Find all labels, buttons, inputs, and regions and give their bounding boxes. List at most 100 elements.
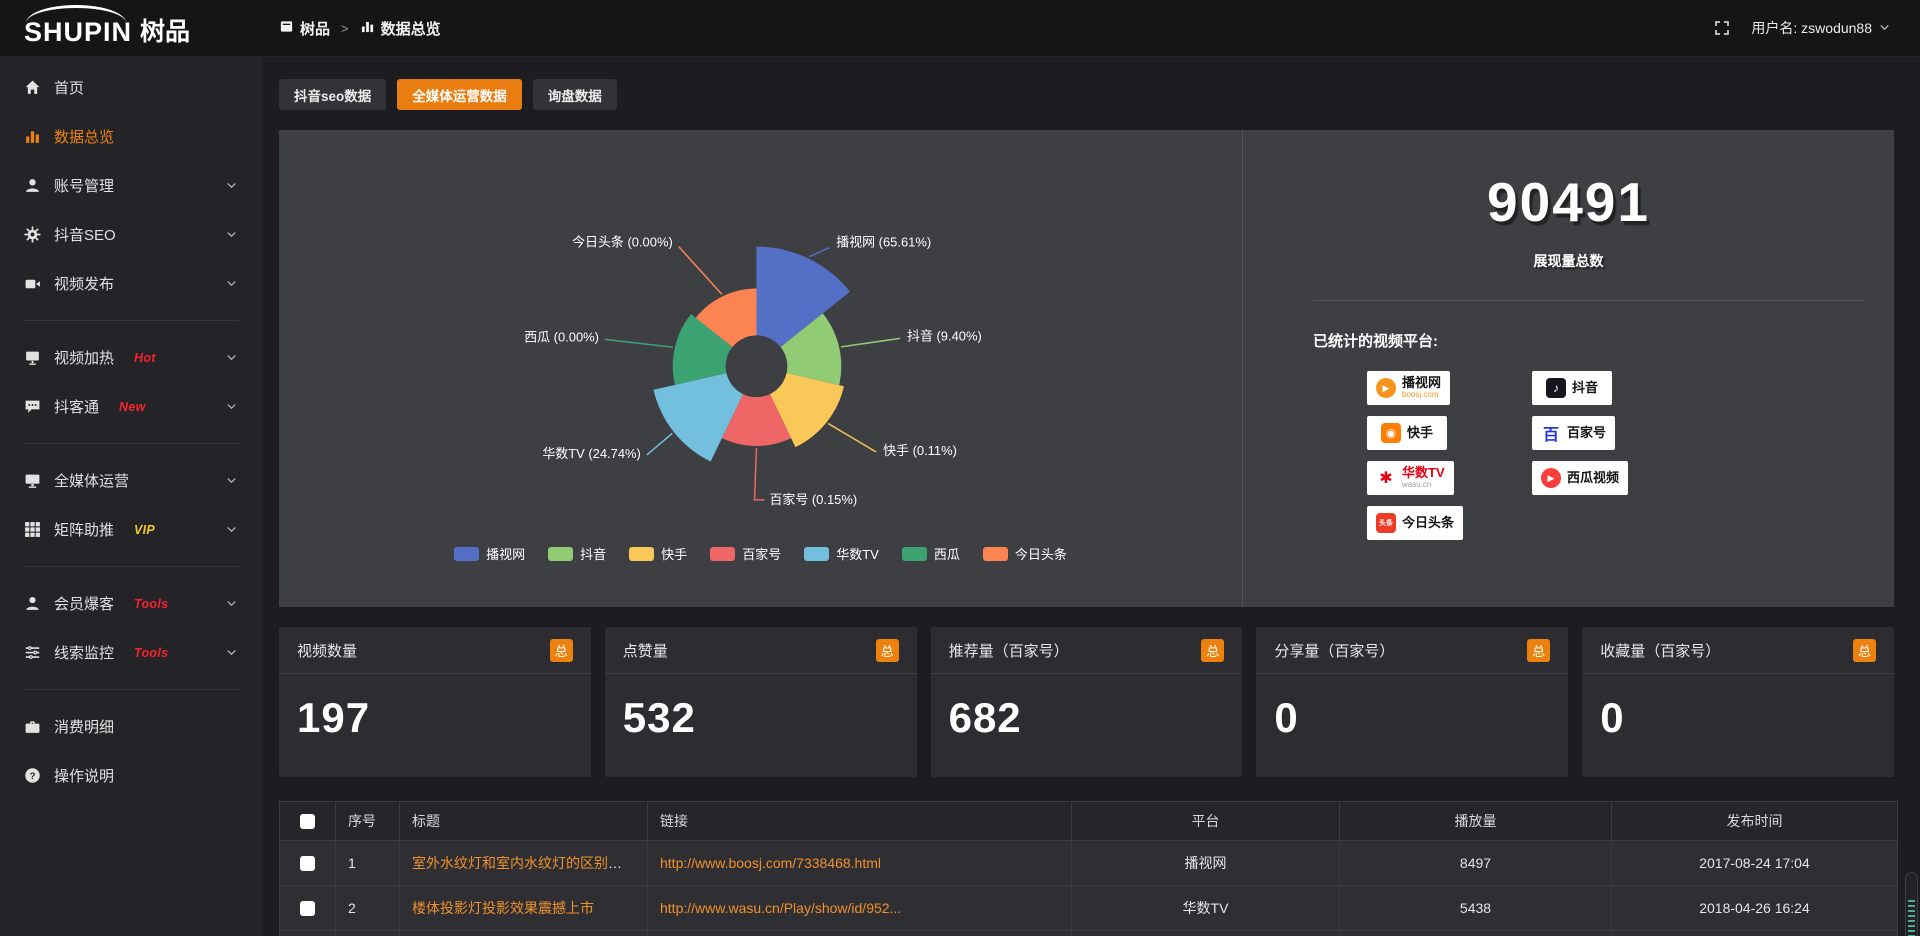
impressions-total-label: 展现量总数 bbox=[1533, 253, 1604, 269]
video-title-link[interactable]: 楼体投影灯投影效果震撼上市 bbox=[412, 900, 594, 916]
sidebar-item-矩阵助推[interactable]: 矩阵助推 VIP bbox=[0, 505, 263, 554]
tab-抖音seo数据[interactable]: 抖音seo数据 bbox=[279, 79, 387, 110]
video-title-link[interactable]: 室外水纹灯和室内水纹灯的区别和简介 bbox=[412, 855, 648, 871]
pie-slice-抖音[interactable] bbox=[780, 313, 842, 386]
chevron-down-icon bbox=[227, 650, 236, 656]
total-badge[interactable]: 总 bbox=[1201, 638, 1225, 662]
legend-item-播视网[interactable]: 播视网 bbox=[454, 544, 525, 563]
video-url-link[interactable]: http://www.wasu.cn/Play/show/id/952... bbox=[660, 900, 902, 916]
chevron-down-icon bbox=[227, 527, 236, 533]
topbar: SHUPIN 树品 树品 > 数据总览 用户名: zswodun88 bbox=[0, 0, 1920, 57]
legend-item-抖音[interactable]: 抖音 bbox=[548, 544, 606, 563]
column-header-播放量: 播放量 bbox=[1339, 801, 1612, 841]
pie-slice-西瓜[interactable] bbox=[672, 314, 733, 385]
sidebar-item-label: 数据总览 bbox=[54, 129, 115, 146]
column-header-发布时间: 发布时间 bbox=[1611, 801, 1898, 841]
stat-card-title: 推荐量（百家号） bbox=[948, 642, 1069, 660]
legend-item-快手[interactable]: 快手 bbox=[629, 544, 687, 563]
chevron-down-icon bbox=[227, 601, 236, 607]
platforms-title: 已统计的视频平台: bbox=[1313, 333, 1438, 350]
stat-card-title: 收藏量（百家号） bbox=[1600, 642, 1721, 660]
sidebar-item-首页[interactable]: 首页 bbox=[0, 63, 263, 112]
platform-name: 今日头条 bbox=[1402, 514, 1455, 530]
rose-pie-chart[interactable]: 播视网 (65.61%) 抖音 (9.40%) 快手 (0.11%) 百家号 (0.1… bbox=[279, 130, 1242, 606]
legend-item-今日头条[interactable]: 今日头条 bbox=[982, 544, 1067, 563]
platform-name: 百家号 bbox=[1567, 424, 1607, 440]
gear-icon bbox=[24, 226, 41, 243]
stat-card-value: 682 bbox=[948, 694, 1022, 741]
legend-item-华数TV[interactable]: 华数TV bbox=[804, 544, 879, 563]
chart-legend: 播视网 抖音 快手 百家号 华数TV 西瓜 今日头条 bbox=[279, 544, 1242, 563]
sidebar-item-badge: Tools bbox=[134, 596, 169, 611]
legend-color-chip bbox=[548, 546, 574, 561]
app-window-icon bbox=[279, 19, 294, 38]
pie-slice-快手[interactable] bbox=[769, 373, 844, 448]
chevron-down-icon bbox=[1879, 20, 1890, 36]
chevron-down-icon bbox=[227, 232, 236, 238]
scrollbar-thumb[interactable] bbox=[1905, 872, 1918, 936]
pie-slice-华数TV[interactable] bbox=[653, 373, 744, 462]
pie-slice-今日头条[interactable] bbox=[695, 288, 757, 348]
pie-label-leader bbox=[646, 432, 673, 456]
legend-label: 播视网 bbox=[486, 547, 526, 562]
cell-platform: 播视网 bbox=[1071, 840, 1340, 886]
sidebar-item-会员爆客[interactable]: 会员爆客 Tools bbox=[0, 579, 263, 628]
sidebar-item-操作说明[interactable]: ? 操作说明 bbox=[0, 751, 263, 800]
monitor-icon bbox=[25, 474, 40, 488]
sidebar-divider bbox=[24, 443, 239, 444]
stat-card-收藏量（百家号）: 收藏量（百家号） 总 0 bbox=[1582, 627, 1894, 777]
sidebar-item-抖音SEO[interactable]: 抖音SEO bbox=[0, 210, 263, 259]
platform-name: 华数TV bbox=[1402, 465, 1445, 481]
video-url-link[interactable]: http://www.boosj.com/7338468.html bbox=[660, 855, 882, 871]
user-menu[interactable]: 用户名: zswodun88 bbox=[1751, 18, 1890, 38]
heat-icon bbox=[26, 351, 39, 365]
pie-label-leader bbox=[604, 338, 674, 348]
sidebar-item-视频发布[interactable]: 视频发布 bbox=[0, 259, 263, 308]
select-all-checkbox[interactable] bbox=[300, 814, 315, 830]
xigua-logo: ▶ bbox=[1541, 468, 1561, 488]
sidebar-item-label: 首页 bbox=[54, 80, 85, 97]
sidebar-item-label: 操作说明 bbox=[54, 768, 115, 785]
sidebar-item-线索监控[interactable]: 线索监控 Tools bbox=[0, 628, 263, 677]
sidebar-item-数据总览[interactable]: 数据总览 bbox=[0, 112, 263, 161]
breadcrumb-app-label: 树品 bbox=[300, 20, 331, 38]
pie-slice-播视网[interactable] bbox=[756, 246, 851, 348]
sidebar-item-全媒体运营[interactable]: 全媒体运营 bbox=[0, 456, 263, 505]
column-header-链接: 链接 bbox=[647, 801, 1072, 841]
tab-全媒体运营数据[interactable]: 全媒体运营数据 bbox=[397, 79, 522, 110]
sidebar-item-消费明细[interactable]: 消费明细 bbox=[0, 702, 263, 751]
legend-item-西瓜[interactable]: 西瓜 bbox=[901, 544, 960, 563]
platform-subtext: wasu.cn bbox=[1402, 479, 1432, 489]
chevron-down-icon bbox=[227, 281, 236, 287]
sidebar-item-视频加热[interactable]: 视频加热 Hot bbox=[0, 333, 263, 382]
breadcrumb-app[interactable]: 树品 bbox=[279, 18, 330, 39]
pie-label: 今日头条 (0.00%) bbox=[572, 235, 673, 250]
platform-badge-华数TV: ✱ 华数TV wasu.cn bbox=[1367, 461, 1454, 495]
sidebar-item-抖客通[interactable]: 抖客通 New bbox=[0, 382, 263, 431]
chevron-down-icon bbox=[1880, 25, 1889, 31]
sidebar-item-label: 会员爆客 bbox=[54, 596, 115, 613]
sidebar-item-label: 抖客通 bbox=[54, 399, 100, 416]
stat-card-title: 分享量（百家号） bbox=[1274, 642, 1395, 660]
total-badge[interactable]: 总 bbox=[875, 638, 899, 662]
tab-询盘数据[interactable]: 询盘数据 bbox=[532, 79, 617, 110]
total-badge[interactable]: 总 bbox=[1527, 638, 1551, 662]
legend-item-百家号[interactable]: 百家号 bbox=[710, 544, 781, 563]
row-checkbox[interactable] bbox=[300, 901, 315, 917]
breadcrumb-current[interactable]: 数据总览 bbox=[360, 18, 441, 39]
sliders-icon bbox=[25, 646, 40, 659]
main-content: 抖音seo数据 全媒体运营数据 询盘数据 播视网 (65.61%) 抖音 (9.40%… bbox=[263, 57, 1920, 936]
fullscreen-icon[interactable] bbox=[1714, 20, 1731, 37]
pie-slice-百家号[interactable] bbox=[721, 394, 792, 447]
sidebar-item-label: 视频发布 bbox=[54, 276, 115, 293]
column-header-平台: 平台 bbox=[1071, 801, 1340, 841]
total-badge[interactable]: 总 bbox=[1852, 638, 1876, 662]
sidebar: 首页数据总览账号管理抖音SEO 视频发布视频加热 Hot 抖客通 New 全媒体运营 矩阵助… bbox=[0, 57, 263, 936]
platform-share-chart: 播视网 (65.61%) 抖音 (9.40%) 快手 (0.11%) 百家号 (0.1… bbox=[279, 130, 1242, 607]
total-badge[interactable]: 总 bbox=[549, 638, 573, 662]
sidebar-item-label: 抖音SEO bbox=[54, 227, 116, 244]
sidebar-item-账号管理[interactable]: 账号管理 bbox=[0, 161, 263, 210]
toutiao-logo: 头条 bbox=[1376, 513, 1396, 533]
breadcrumb-separator: > bbox=[341, 20, 349, 36]
row-checkbox[interactable] bbox=[300, 856, 315, 872]
